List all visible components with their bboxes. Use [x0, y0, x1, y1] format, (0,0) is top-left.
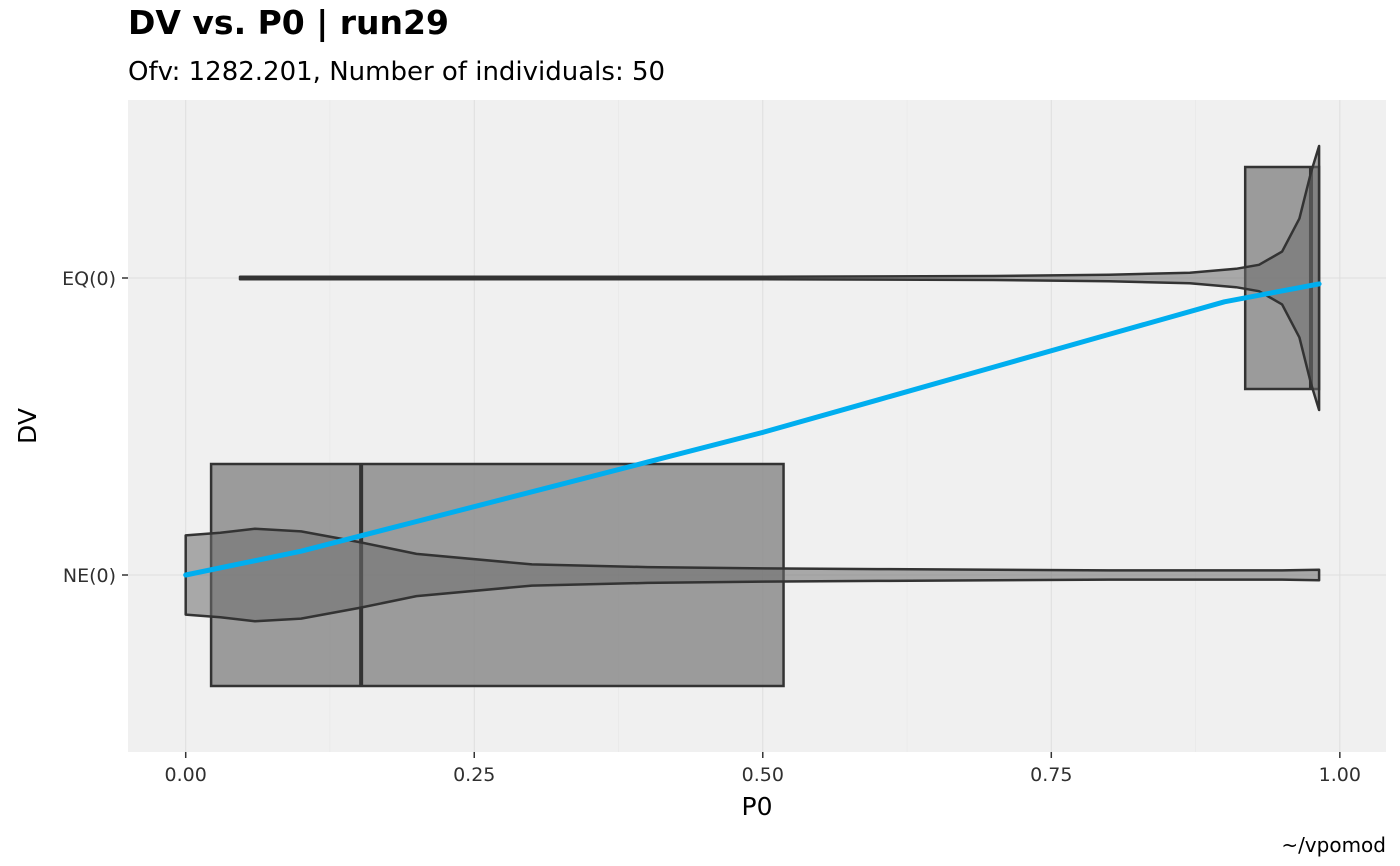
chart-title: DV vs. P0 | run29: [128, 3, 449, 42]
y-axis: NE(0) EQ(0): [62, 268, 128, 587]
violin-NE(0): [184, 527, 1321, 623]
smooth-curve: [183, 281, 1322, 578]
smooth-curve-group: [183, 281, 1322, 578]
y-tick-label: EQ(0): [62, 268, 116, 290]
x-tick-label: 0.75: [1030, 764, 1072, 786]
chart-caption: ~/vpomod: [1281, 833, 1386, 857]
x-tick-label: 0.00: [165, 764, 207, 786]
x-tick-label: 0.25: [453, 764, 495, 786]
x-tick-label: 0.50: [742, 764, 784, 786]
violins: [184, 144, 1321, 623]
x-tick-label: 1.00: [1319, 764, 1361, 786]
y-tick-label: NE(0): [63, 565, 116, 587]
violin-EQ(0): [238, 144, 1321, 412]
y-axis-title: DV: [13, 408, 42, 444]
x-axis-title: P0: [742, 792, 773, 821]
chart-subtitle: Ofv: 1282.201, Number of individuals: 50: [128, 57, 665, 87]
x-axis: 0.00 0.25 0.50 0.75 1.00: [165, 752, 1361, 786]
